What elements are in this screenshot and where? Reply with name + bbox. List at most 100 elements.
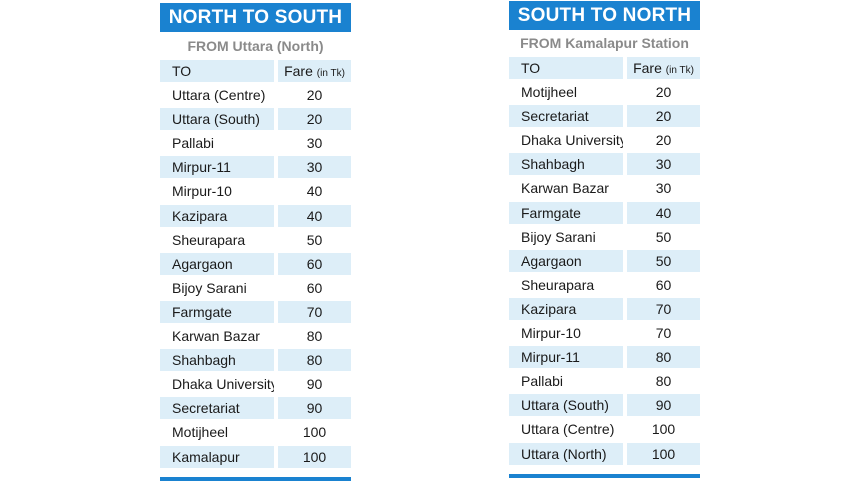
table-row: Kazipara 70 bbox=[509, 297, 700, 323]
destination-cell: Mirpur-10 bbox=[521, 325, 581, 342]
destination-cell: Motijheel bbox=[172, 424, 229, 441]
table-row: Agargaon 60 bbox=[160, 252, 351, 277]
destination-cell: Dhaka University bbox=[172, 376, 274, 393]
fare-cell: 20 bbox=[278, 108, 351, 131]
fare-cell: 100 bbox=[278, 445, 351, 468]
destination-cell: Mirpur-11 bbox=[160, 156, 274, 179]
fare-label: Fare bbox=[633, 60, 662, 76]
table-row: Karwan Bazar 30 bbox=[509, 177, 700, 202]
north-to-south-fare-table: NORTH TO SOUTH FROM Uttara (North) TO Fa… bbox=[160, 3, 351, 481]
table-row: Pallabi 80 bbox=[509, 370, 700, 395]
table-row: Dhaka University 90 bbox=[160, 373, 351, 398]
destination-cell: Uttara (Centre) bbox=[172, 87, 266, 104]
destination-cell: Bijoy Sarani bbox=[172, 279, 247, 296]
table-row: Kazipara 40 bbox=[160, 204, 351, 229]
table-row: Mirpur-11 30 bbox=[160, 156, 351, 181]
table-subtitle: FROM Kamalapur Station bbox=[520, 35, 689, 51]
south-to-north-fare-table: SOUTH TO NORTH FROM Kamalapur Station TO… bbox=[509, 1, 700, 478]
destination-cell: Agargaon bbox=[509, 249, 623, 272]
destination-cell: Secretariat bbox=[160, 397, 274, 420]
table-bottom-rule bbox=[509, 473, 700, 478]
destination-cell: Karwan Bazar bbox=[172, 328, 260, 345]
destination-cell: Agargaon bbox=[160, 252, 274, 275]
fare-label: Fare bbox=[284, 63, 313, 79]
column-header-fare: Fare (in Tk) bbox=[278, 60, 351, 83]
fare-cell: 70 bbox=[278, 300, 351, 324]
table-row: Secretariat 90 bbox=[160, 397, 351, 422]
destination-cell: Uttara (North) bbox=[509, 442, 623, 465]
fare-cell: 30 bbox=[655, 180, 672, 197]
table-row: Farmgate 70 bbox=[160, 300, 351, 326]
fare-cell: 50 bbox=[306, 231, 323, 248]
table-row: Secretariat 20 bbox=[509, 105, 700, 130]
fare-cell: 70 bbox=[655, 325, 672, 342]
table-row: Karwan Bazar 80 bbox=[160, 325, 351, 350]
fare-cell: 90 bbox=[278, 397, 351, 420]
table-row: Motijheel 100 bbox=[160, 421, 351, 446]
table-header-row: TO Fare (in Tk) bbox=[509, 57, 700, 82]
fare-cell: 20 bbox=[655, 84, 672, 101]
fare-cell: 90 bbox=[627, 394, 700, 417]
destination-cell: Uttara (South) bbox=[509, 394, 623, 417]
destination-cell: Bijoy Sarani bbox=[521, 228, 596, 245]
destination-cell: Uttara (South) bbox=[160, 108, 274, 131]
destination-cell: Mirpur-11 bbox=[509, 346, 623, 369]
fare-cell: 70 bbox=[627, 297, 700, 321]
fare-cell: 90 bbox=[306, 376, 323, 393]
table-row: Bijoy Sarani 50 bbox=[509, 226, 700, 250]
fare-cell: 80 bbox=[278, 349, 351, 372]
destination-cell: Pallabi bbox=[521, 373, 564, 390]
destination-cell: Dhaka University bbox=[521, 132, 623, 149]
fare-cell: 100 bbox=[302, 424, 327, 441]
fare-cell: 20 bbox=[655, 132, 672, 149]
table-title: NORTH TO SOUTH bbox=[160, 3, 351, 32]
fare-cell: 40 bbox=[627, 201, 700, 224]
fare-unit-label: (in Tk) bbox=[665, 65, 694, 76]
column-header-to: TO bbox=[160, 60, 274, 83]
fare-rows: TO Fare (in Tk) Uttara (Centre) 20 Uttara … bbox=[160, 60, 351, 470]
destination-cell: Secretariat bbox=[509, 105, 623, 128]
destination-cell: Karwan Bazar bbox=[521, 180, 609, 197]
fare-cell: 20 bbox=[627, 105, 700, 128]
destination-cell: Sheurapara bbox=[172, 231, 246, 248]
destination-cell: Mirpur-10 bbox=[172, 183, 232, 200]
destination-cell: Farmgate bbox=[160, 300, 274, 324]
fare-cell: 20 bbox=[306, 87, 323, 104]
table-row: Motijheel 20 bbox=[509, 81, 700, 106]
column-header-to: TO bbox=[509, 57, 623, 80]
destination-cell: Farmgate bbox=[509, 201, 623, 224]
table-row: Agargaon 50 bbox=[509, 249, 700, 274]
table-row: Mirpur-10 70 bbox=[509, 322, 700, 347]
fare-cell: 60 bbox=[278, 252, 351, 275]
fare-cell: 60 bbox=[306, 279, 323, 296]
fare-cell: 100 bbox=[627, 442, 700, 465]
table-row: Mirpur-10 40 bbox=[160, 180, 351, 205]
fare-cell: 60 bbox=[655, 276, 672, 293]
fare-cell: 80 bbox=[627, 346, 700, 369]
fare-cell: 30 bbox=[627, 153, 700, 176]
destination-cell: Pallabi bbox=[172, 135, 215, 152]
table-row: Bijoy Sarani 60 bbox=[160, 277, 351, 301]
destination-cell: Shahbagh bbox=[160, 349, 274, 372]
table-row: Mirpur-11 80 bbox=[509, 346, 700, 371]
table-row: Pallabi 30 bbox=[160, 132, 351, 157]
fare-cell: 80 bbox=[655, 373, 672, 390]
fare-cell: 40 bbox=[306, 183, 323, 200]
destination-cell: Motijheel bbox=[521, 84, 578, 101]
fare-cell: 30 bbox=[306, 135, 323, 152]
table-row: Sheurapara 60 bbox=[509, 274, 700, 298]
table-row: Dhaka University 20 bbox=[509, 129, 700, 154]
table-row: Shahbagh 80 bbox=[160, 349, 351, 374]
table-row: Uttara (Centre) 20 bbox=[160, 84, 351, 109]
fare-rows: TO Fare (in Tk) Motijheel 20 Secretariat 20… bbox=[509, 57, 700, 467]
table-row: Farmgate 40 bbox=[509, 201, 700, 226]
table-row: Kamalapur 100 bbox=[160, 445, 351, 470]
destination-cell: Uttara (Centre) bbox=[521, 421, 615, 438]
destination-cell: Shahbagh bbox=[509, 153, 623, 176]
table-header-row: TO Fare (in Tk) bbox=[160, 60, 351, 85]
fare-unit-label: (in Tk) bbox=[316, 68, 345, 79]
table-row: Uttara (South) 20 bbox=[160, 108, 351, 133]
table-row: Uttara (Centre) 100 bbox=[509, 418, 700, 443]
column-header-fare: Fare (in Tk) bbox=[627, 57, 700, 80]
destination-cell: Sheurapara bbox=[521, 276, 595, 293]
